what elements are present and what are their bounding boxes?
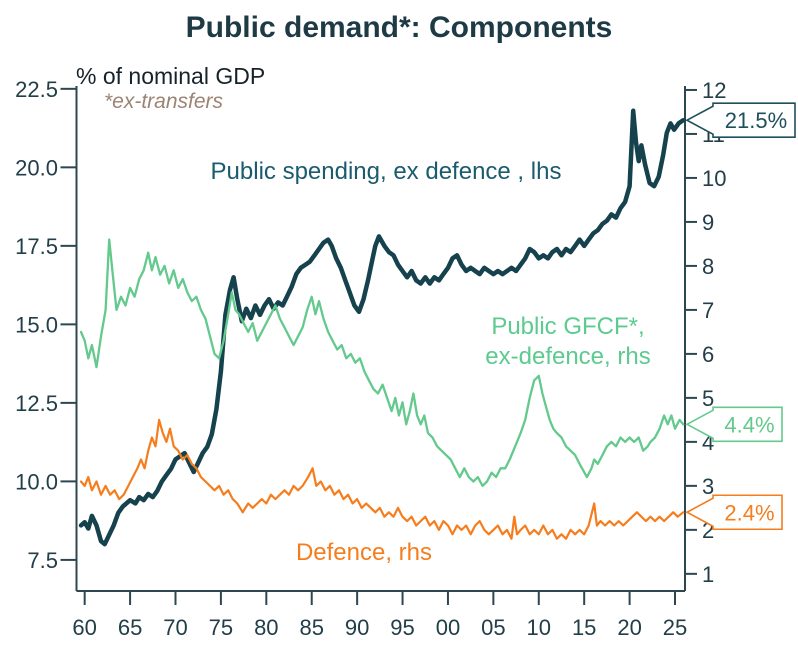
axis-units-label: % of nominal GDP (76, 63, 266, 89)
callout-gfcf-box (685, 406, 783, 443)
callout-defence-value: 2.4% (724, 500, 774, 525)
series-line-gfcf (79, 238, 685, 488)
right-tick-label: 12 (702, 78, 726, 103)
x-tick-label: 05 (481, 615, 505, 640)
right-tick-label: 10 (702, 166, 726, 191)
left-tick-label: 17.5 (15, 234, 58, 259)
chart-title: Public demand*: Components (185, 11, 613, 44)
left-tick-label: 10.0 (15, 469, 58, 494)
series-line-defence (79, 418, 685, 540)
right-tick-label: 8 (702, 254, 714, 279)
series-line-spending (78, 108, 686, 547)
x-tick-label: 20 (617, 615, 641, 640)
x-tick-label: 00 (436, 615, 460, 640)
x-tick-label: 65 (118, 615, 142, 640)
right-tick-label: 3 (702, 474, 714, 499)
x-tick-label: 15 (572, 615, 596, 640)
left-tick-label: 15.0 (15, 312, 58, 337)
left-tick-label: 22.5 (15, 77, 58, 102)
series-label-public-gfcf-line1: Public GFCF*, (491, 313, 645, 340)
right-tick-label: 1 (702, 562, 714, 587)
right-tick-label: 7 (702, 298, 714, 323)
series-label-public-gfcf: Public GFCF*, ex-defence, rhs (473, 312, 663, 372)
right-tick-label: 5 (702, 386, 714, 411)
x-tick-label: 70 (163, 615, 187, 640)
x-tick-label: 85 (299, 615, 323, 640)
right-tick-label: 9 (702, 210, 714, 235)
series-label-public-gfcf-line2: ex-defence, rhs (485, 343, 651, 370)
callout-gfcf-value: 4.4% (724, 412, 774, 437)
series-label-defence: Defence, rhs (295, 539, 433, 566)
callout-defence-box (685, 494, 783, 531)
x-tick-label: 95 (390, 615, 414, 640)
left-tick-label: 12.5 (15, 391, 58, 416)
series-label-public-spending: Public spending, ex defence , lhs (210, 158, 562, 185)
right-tick-label: 6 (702, 342, 714, 367)
x-tick-label: 80 (254, 615, 278, 640)
footnote-ex-transfers: *ex-transfers (104, 90, 224, 113)
left-tick-label: 20.0 (15, 155, 58, 180)
x-tick-label: 60 (72, 615, 96, 640)
callout-spending-box (685, 102, 796, 139)
x-tick-label: 25 (663, 615, 687, 640)
callout-spending-value: 21.5% (725, 108, 787, 133)
x-tick-label: 75 (209, 615, 233, 640)
left-tick-label: 7.5 (27, 548, 58, 573)
x-tick-label: 90 (345, 615, 369, 640)
x-tick-label: 10 (527, 615, 551, 640)
